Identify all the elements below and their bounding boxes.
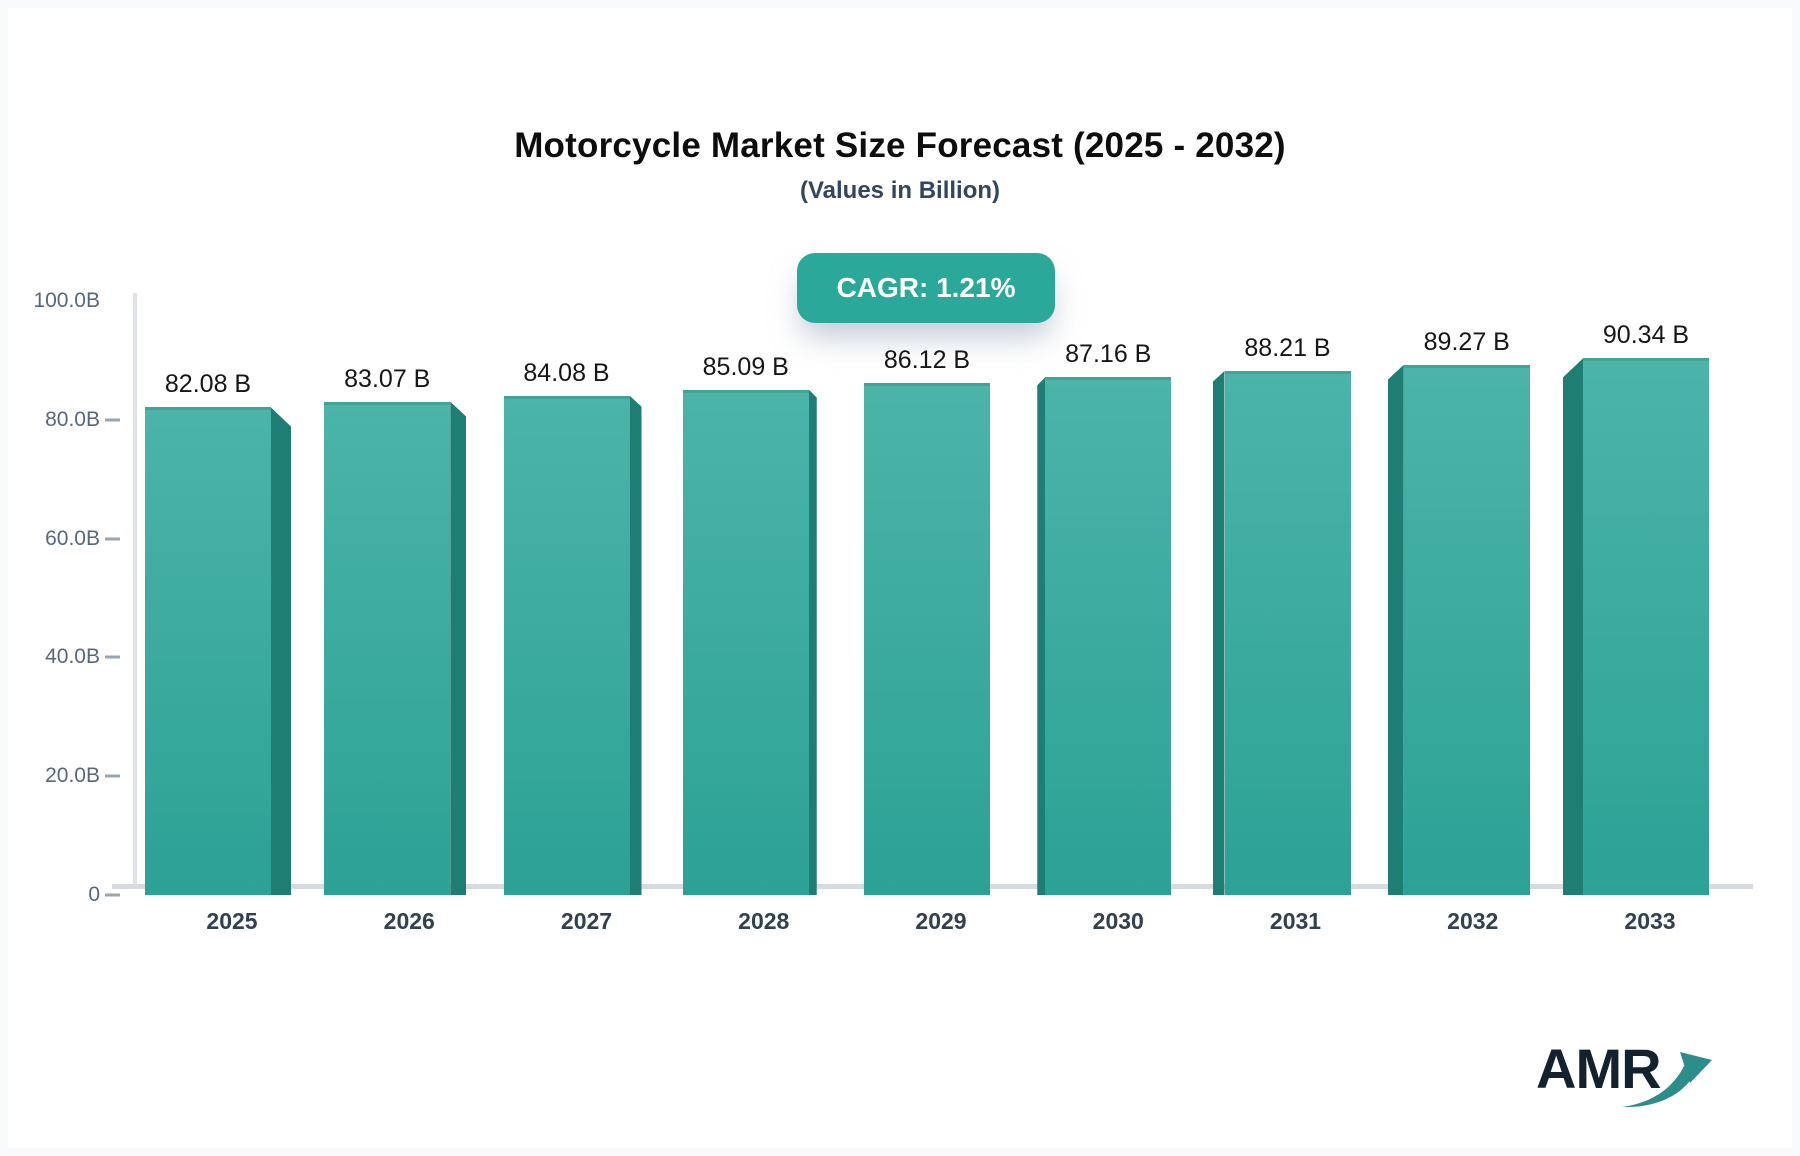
bar-value-label: 85.09 B xyxy=(702,352,789,381)
y-tick-mark xyxy=(105,418,120,422)
bar-side-bevel xyxy=(450,401,467,895)
y-tick-label: 100.0B xyxy=(33,289,100,312)
bar-2029[interactable] xyxy=(864,383,990,895)
bar-value-label: 89.27 B xyxy=(1423,327,1510,356)
bar-2025[interactable] xyxy=(145,407,291,895)
bar-face xyxy=(864,383,990,895)
bar-side-bevel xyxy=(1563,358,1583,895)
bar-2028[interactable] xyxy=(682,389,817,895)
bar-side-bevel xyxy=(1212,371,1225,895)
y-tick-label: 0 xyxy=(88,883,100,906)
x-tick-label: 2032 xyxy=(1447,908,1499,934)
bar-2031[interactable] xyxy=(1212,371,1351,895)
x-tick-label: 2028 xyxy=(738,908,790,934)
y-tick-label: 40.0B xyxy=(45,645,100,669)
bar-face xyxy=(503,395,630,895)
x-tick-label: 2029 xyxy=(915,908,967,934)
y-tick-mark xyxy=(105,774,120,778)
bar-value-label: 88.21 B xyxy=(1244,334,1331,363)
bar-value-label: 90.34 B xyxy=(1602,321,1690,350)
y-tick-mark xyxy=(105,655,120,659)
bar-value-label: 82.08 B xyxy=(164,370,252,399)
bar-2030[interactable] xyxy=(1037,377,1172,895)
amr-logo-text: AMR xyxy=(1536,1037,1662,1100)
bar-face xyxy=(324,401,451,895)
growth-arrow-icon xyxy=(1622,1052,1712,1108)
bar-face xyxy=(1224,371,1351,895)
x-tick-label: 2025 xyxy=(206,908,258,934)
bar-side-bevel xyxy=(1387,364,1404,895)
y-tick-label: 80.0B xyxy=(45,407,100,431)
y-axis-line xyxy=(133,293,137,887)
x-tick-label: 2026 xyxy=(383,908,435,934)
bar-face xyxy=(1045,377,1172,895)
x-tick-label: 2027 xyxy=(560,908,613,934)
cagr-badge: CAGR: 1.21% xyxy=(797,253,1055,323)
bar-side-bevel xyxy=(271,407,291,895)
bar-2032[interactable] xyxy=(1387,364,1530,895)
y-tick-label: 20.0B xyxy=(45,764,100,788)
bar-value-label: 86.12 B xyxy=(883,346,971,375)
bar-value-label: 84.08 B xyxy=(523,358,610,387)
bar-side-bevel xyxy=(808,389,817,895)
page-title: Motorcycle Market Size Forecast (2025 - … xyxy=(514,126,1286,166)
bar-face xyxy=(145,407,271,895)
page-subtitle: (Values in Billion) xyxy=(799,176,1001,204)
bar-side-bevel xyxy=(629,395,642,895)
bar-side-bevel xyxy=(1037,377,1046,895)
bar-2026[interactable] xyxy=(324,401,467,895)
bar-2027[interactable] xyxy=(503,395,642,895)
y-tick-mark xyxy=(105,893,120,897)
bar-2033[interactable] xyxy=(1563,358,1709,895)
x-tick-label: 2033 xyxy=(1624,908,1676,934)
x-tick-label: 2030 xyxy=(1092,908,1144,934)
x-tick-label: 2031 xyxy=(1269,908,1322,934)
amr-logo: AMR xyxy=(1536,1036,1736,1116)
bar-value-label: 83.07 B xyxy=(344,364,431,393)
bar-face xyxy=(1403,364,1530,895)
bar-value-label: 87.16 B xyxy=(1065,340,1152,369)
bar-face xyxy=(1583,358,1709,895)
y-tick-label: 60.0B xyxy=(45,526,100,550)
bar-face xyxy=(682,389,809,895)
y-tick-mark xyxy=(105,537,120,541)
